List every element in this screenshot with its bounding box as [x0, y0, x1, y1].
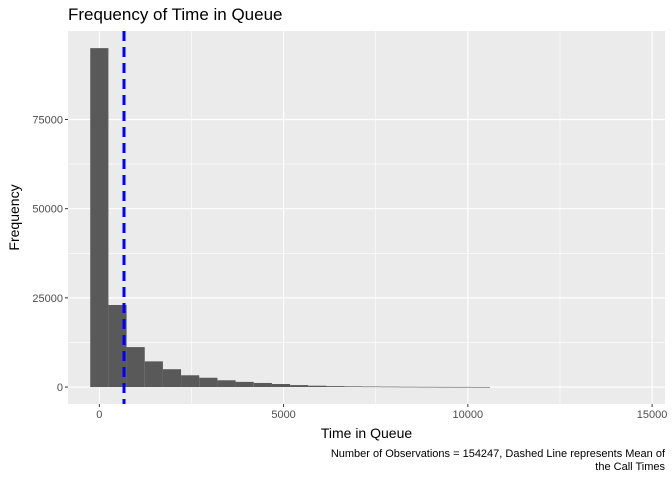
y-tick-label: 0	[57, 382, 63, 394]
histogram-bar	[217, 380, 236, 388]
histogram-bar	[399, 386, 418, 388]
histogram-bar	[199, 377, 218, 388]
histogram-bar	[271, 384, 291, 388]
histogram-bar	[344, 386, 363, 388]
y-axis: 0 25000 50000 75000	[32, 114, 68, 394]
x-axis: 0 5000 10000 15000	[96, 404, 667, 421]
chart-title: Frequency of Time in Queue	[68, 5, 283, 24]
histogram-bar	[126, 347, 145, 388]
x-tick-label: 0	[96, 409, 102, 421]
histogram-bar	[362, 386, 381, 388]
histogram-bar	[108, 304, 127, 388]
minor-gridlines	[68, 31, 665, 404]
histogram-bar	[162, 369, 182, 388]
histogram-bar	[380, 386, 400, 388]
plot-panel	[68, 31, 665, 404]
histogram-bar	[417, 386, 436, 388]
histogram-bars	[90, 48, 490, 388]
caption-line-1: Number of Observations = 154247, Dashed …	[331, 448, 666, 460]
histogram-bar	[290, 385, 309, 388]
histogram-bar	[453, 386, 472, 388]
x-tick-label: 5000	[271, 409, 295, 421]
y-tick-label: 75000	[32, 114, 63, 126]
histogram-bar	[471, 386, 490, 388]
histogram-bar	[235, 381, 254, 388]
histogram-bar	[181, 375, 200, 388]
y-tick-label: 25000	[32, 293, 63, 305]
histogram-bar	[253, 382, 272, 388]
histogram-bar	[144, 361, 163, 388]
histogram-bar	[90, 48, 109, 388]
histogram-bar	[326, 386, 345, 388]
y-tick-label: 50000	[32, 204, 63, 216]
histogram-bar	[435, 386, 454, 388]
y-axis-title: Frequency	[6, 184, 22, 250]
x-tick-label: 10000	[453, 409, 484, 421]
histogram-bar	[308, 385, 327, 388]
caption-line-2: the Call Times	[595, 461, 665, 473]
x-axis-title: Time in Queue	[321, 425, 413, 441]
x-tick-label: 15000	[637, 409, 668, 421]
